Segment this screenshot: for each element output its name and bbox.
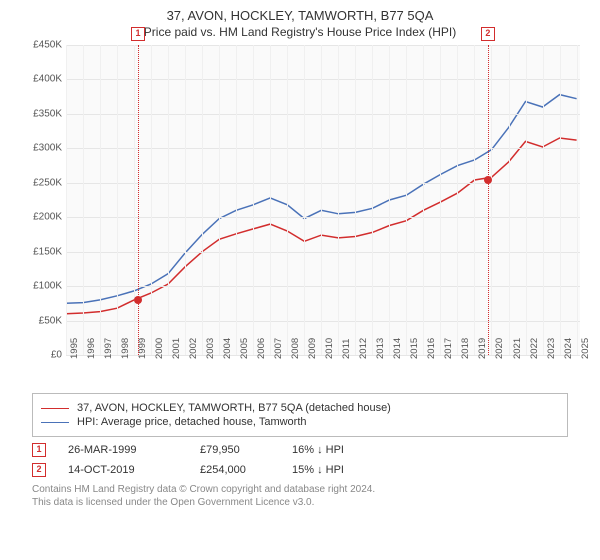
transaction-marker-icon: 2: [32, 463, 46, 477]
x-tick-label: 2012: [358, 338, 369, 359]
transaction-row: 2 14-OCT-2019 £254,000 15% ↓ HPI: [32, 463, 568, 477]
page-subtitle: Price paid vs. HM Land Registry's House …: [0, 23, 600, 45]
legend-swatch: [41, 408, 69, 409]
y-tick-label: £450K: [33, 40, 62, 51]
marker-guideline: [138, 45, 139, 355]
x-tick-label: 2019: [477, 338, 488, 359]
footer-line1: Contains HM Land Registry data © Crown c…: [32, 483, 568, 496]
marker-dot: [134, 296, 142, 304]
x-tick-label: 2006: [256, 338, 267, 359]
marker-box: 1: [131, 27, 145, 41]
y-tick-label: £200K: [33, 212, 62, 223]
y-tick-label: £250K: [33, 177, 62, 188]
chart-legend: 37, AVON, HOCKLEY, TAMWORTH, B77 5QA (de…: [32, 393, 568, 437]
x-tick-label: 2018: [460, 338, 471, 359]
transaction-price: £254,000: [200, 464, 270, 476]
x-tick-label: 2016: [426, 338, 437, 359]
x-tick-label: 2020: [494, 338, 505, 359]
footer-line2: This data is licensed under the Open Gov…: [32, 496, 568, 509]
marker-guideline: [488, 45, 489, 355]
transaction-price: £79,950: [200, 444, 270, 456]
x-tick-label: 2001: [171, 338, 182, 359]
x-tick-label: 1997: [103, 338, 114, 359]
x-tick-label: 1995: [69, 338, 80, 359]
transaction-date: 26-MAR-1999: [68, 444, 178, 456]
x-tick-label: 1998: [120, 338, 131, 359]
x-tick-label: 2017: [443, 338, 454, 359]
legend-item: 37, AVON, HOCKLEY, TAMWORTH, B77 5QA (de…: [41, 402, 559, 414]
x-tick-label: 2004: [222, 338, 233, 359]
y-tick-label: £300K: [33, 143, 62, 154]
price-chart: £0 £50K £100K £150K £200K £250K £300K £350K £400…: [20, 45, 580, 385]
transaction-marker-icon: 1: [32, 443, 46, 457]
legend-label: 37, AVON, HOCKLEY, TAMWORTH, B77 5QA (de…: [77, 402, 391, 414]
x-tick-label: 2013: [375, 338, 386, 359]
marker-dot: [484, 176, 492, 184]
x-tick-label: 2005: [239, 338, 250, 359]
page-title: 37, AVON, HOCKLEY, TAMWORTH, B77 5QA: [0, 0, 600, 23]
y-tick-label: £100K: [33, 281, 62, 292]
transaction-table: 1 26-MAR-1999 £79,950 16% ↓ HPI 2 14-OCT-2019…: [32, 443, 568, 477]
x-tick-label: 2015: [409, 338, 420, 359]
chart-lines: [66, 45, 580, 355]
x-tick-label: 2008: [290, 338, 301, 359]
x-tick-label: 2023: [546, 338, 557, 359]
marker-box: 2: [481, 27, 495, 41]
x-tick-label: 2009: [307, 338, 318, 359]
transaction-row: 1 26-MAR-1999 £79,950 16% ↓ HPI: [32, 443, 568, 457]
y-tick-label: £0: [51, 350, 62, 361]
y-tick-label: £150K: [33, 246, 62, 257]
transaction-vs-hpi: 15% ↓ HPI: [292, 464, 402, 476]
y-tick-label: £50K: [39, 315, 62, 326]
attribution-footer: Contains HM Land Registry data © Crown c…: [32, 483, 568, 509]
y-axis: £0£50K£100K£150K£200K£250K£300K£350K£400…: [20, 45, 66, 355]
y-tick-label: £400K: [33, 74, 62, 85]
x-tick-label: 2025: [580, 338, 591, 359]
legend-label: HPI: Average price, detached house, Tamw…: [77, 416, 307, 428]
y-tick-label: £350K: [33, 108, 62, 119]
x-tick-label: 2022: [529, 338, 540, 359]
x-tick-label: 2007: [273, 338, 284, 359]
transaction-date: 14-OCT-2019: [68, 464, 178, 476]
x-tick-label: 2011: [341, 339, 352, 359]
x-tick-label: 2014: [392, 338, 403, 359]
x-tick-label: 2010: [324, 338, 335, 359]
x-tick-label: 1996: [86, 338, 97, 359]
legend-swatch: [41, 422, 69, 423]
x-tick-label: 2003: [205, 338, 216, 359]
x-tick-label: 2024: [563, 338, 574, 359]
x-tick-label: 2021: [512, 338, 523, 359]
legend-item: HPI: Average price, detached house, Tamw…: [41, 416, 559, 428]
x-tick-label: 2000: [154, 338, 165, 359]
transaction-vs-hpi: 16% ↓ HPI: [292, 444, 402, 456]
x-tick-label: 2002: [188, 338, 199, 359]
